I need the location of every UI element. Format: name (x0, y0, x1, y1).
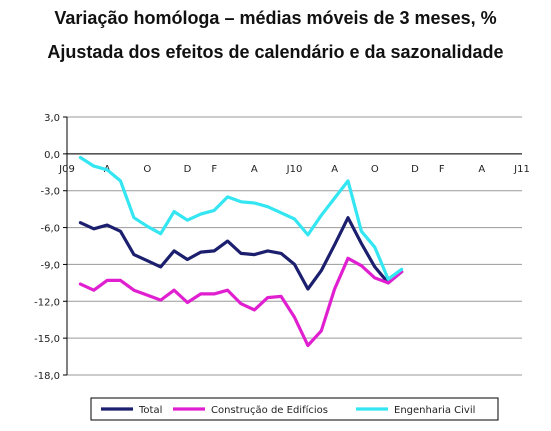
series-line-constru-o-de-edif-cios (78, 256, 404, 348)
legend-label: Total (138, 405, 162, 416)
legend-label: Engenharia Civil (394, 405, 475, 416)
y-tick-label: -3,0 (40, 187, 60, 198)
x-tick-label: J10 (286, 164, 303, 175)
x-tick-label: F (439, 164, 445, 175)
y-tick-label: 3,0 (44, 113, 60, 124)
y-tick-label: -12,0 (34, 297, 60, 308)
x-tick-label: A (251, 164, 258, 175)
x-tick-label: O (143, 164, 151, 175)
y-tick-label: -15,0 (34, 334, 60, 345)
x-tick-label: A (331, 164, 338, 175)
x-tick-label: D (184, 164, 192, 175)
x-tick-label: J09 (58, 164, 75, 175)
x-tick-label: J11 (513, 164, 530, 175)
y-tick-label: -6,0 (40, 224, 60, 235)
legend: Total Construção de Edifícios Engenharia C… (90, 397, 499, 421)
y-tick-label: -18,0 (34, 371, 60, 382)
series-line-total (78, 216, 404, 291)
x-tick-label: F (211, 164, 217, 175)
series-line-engenharia-civil (78, 155, 404, 281)
y-tick-label: 0,0 (44, 150, 60, 161)
x-tick-label: D (411, 164, 419, 175)
legend-label: Construção de Edifícios (211, 404, 328, 416)
legend-box (90, 397, 499, 421)
y-tick-label: -9,0 (40, 260, 60, 271)
x-tick-label: A (478, 164, 485, 175)
plot-area: 3,0 0,0 -3,0 -6,0 -9,0 -12,0 -15,0 -18,0 J09 A O D F… (34, 113, 530, 382)
chart-title: Variação homóloga – médias móveis de 3 m… (54, 8, 497, 28)
x-tick-label: O (371, 164, 379, 175)
chart-subtitle: Ajustada dos efeitos de calendário e da … (47, 42, 504, 62)
